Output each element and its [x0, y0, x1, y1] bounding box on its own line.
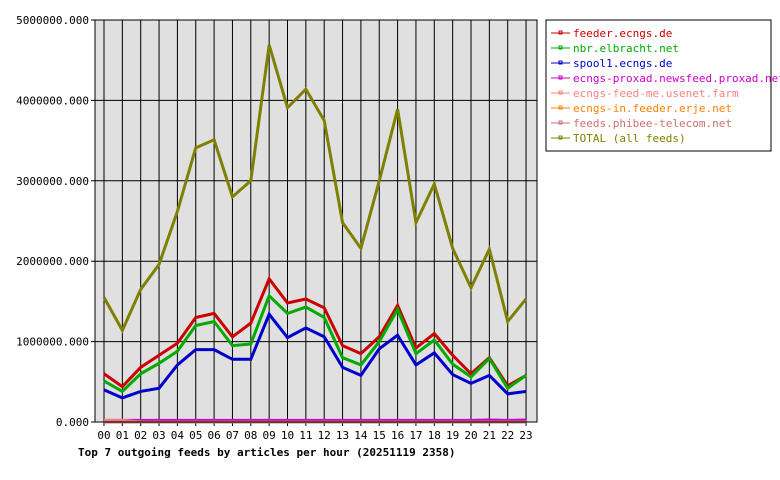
x-tick-label: 21: [483, 429, 496, 442]
x-tick-label: 17: [409, 429, 422, 442]
x-tick-label: 22: [501, 429, 514, 442]
legend-marker: [558, 30, 563, 35]
legend-marker: [558, 45, 563, 50]
legend-marker: [558, 90, 563, 95]
series-line-7: [102, 44, 528, 334]
y-tick-label: 3000000.000: [16, 175, 89, 188]
legend-item: TOTAL (all feeds): [551, 132, 686, 145]
x-tick-label: 05: [189, 429, 202, 442]
legend-marker: [558, 105, 563, 110]
legend-label: feeds.phibee-telecom.net: [573, 117, 732, 130]
x-tick-label: 13: [336, 429, 349, 442]
legend-label: nbr.elbracht.net: [573, 42, 679, 55]
plot-area: [95, 20, 537, 422]
x-tick-label: 03: [152, 429, 165, 442]
y-tick-label: 4000000.000: [16, 94, 89, 107]
legend-label: ecngs-proxad.newsfeed.proxad.net: [573, 72, 780, 85]
legend-item: ecngs-proxad.newsfeed.proxad.net: [551, 72, 780, 85]
legend-label: feeder.ecngs.de: [573, 27, 672, 40]
x-tick-label: 15: [373, 429, 386, 442]
x-tick-label: 23: [519, 429, 532, 442]
x-tick-label: 20: [464, 429, 477, 442]
series-line-1: [103, 293, 527, 394]
legend-item: spool1.ecngs.de: [551, 57, 672, 70]
legend-label: TOTAL (all feeds): [573, 132, 686, 145]
x-tick-label: 09: [263, 429, 276, 442]
x-tick-label: 18: [428, 429, 441, 442]
series-line-0: [103, 275, 527, 389]
legend-marker: [558, 135, 563, 140]
legend-item: ecngs-in.feeder.erje.net: [551, 102, 732, 115]
x-tick-label: 00: [97, 429, 110, 442]
x-tick-label: 04: [171, 429, 185, 442]
x-tick-label: 06: [207, 429, 220, 442]
series-line-2: [103, 311, 527, 400]
x-tick-label: 11: [299, 429, 312, 442]
legend-item: ecngs-feed-me.usenet.farm: [551, 87, 739, 100]
plot-border: [94, 19, 538, 423]
x-tick-label: 01: [116, 429, 129, 442]
x-tick-label: 08: [244, 429, 257, 442]
legend-label: ecngs-feed-me.usenet.farm: [573, 87, 739, 100]
y-tick-label: 0.000: [56, 416, 89, 429]
legend-marker: [558, 120, 563, 125]
legend-marker: [558, 60, 563, 65]
x-tick-label: 12: [318, 429, 331, 442]
legend-item: feeder.ecngs.de: [551, 27, 672, 40]
legend-item: nbr.elbracht.net: [551, 42, 679, 55]
y-tick-label: 2000000.000: [16, 255, 89, 268]
legend-marker: [558, 75, 563, 80]
y-tick-label: 1000000.000: [16, 336, 89, 349]
x-tick-label: 10: [281, 429, 294, 442]
legend-box: [545, 19, 772, 152]
legend-label: spool1.ecngs.de: [573, 57, 672, 70]
y-tick-label: 5000000.000: [16, 14, 89, 27]
x-tick-label: 02: [134, 429, 147, 442]
legend-label: ecngs-in.feeder.erje.net: [573, 102, 732, 115]
x-tick-label: 16: [391, 429, 404, 442]
x-tick-label: 07: [226, 429, 239, 442]
legend-item: feeds.phibee-telecom.net: [551, 117, 732, 130]
x-tick-label: 19: [446, 429, 459, 442]
chart-title: Top 7 outgoing feeds by articles per hou…: [78, 446, 456, 459]
x-tick-label: 14: [354, 429, 368, 442]
